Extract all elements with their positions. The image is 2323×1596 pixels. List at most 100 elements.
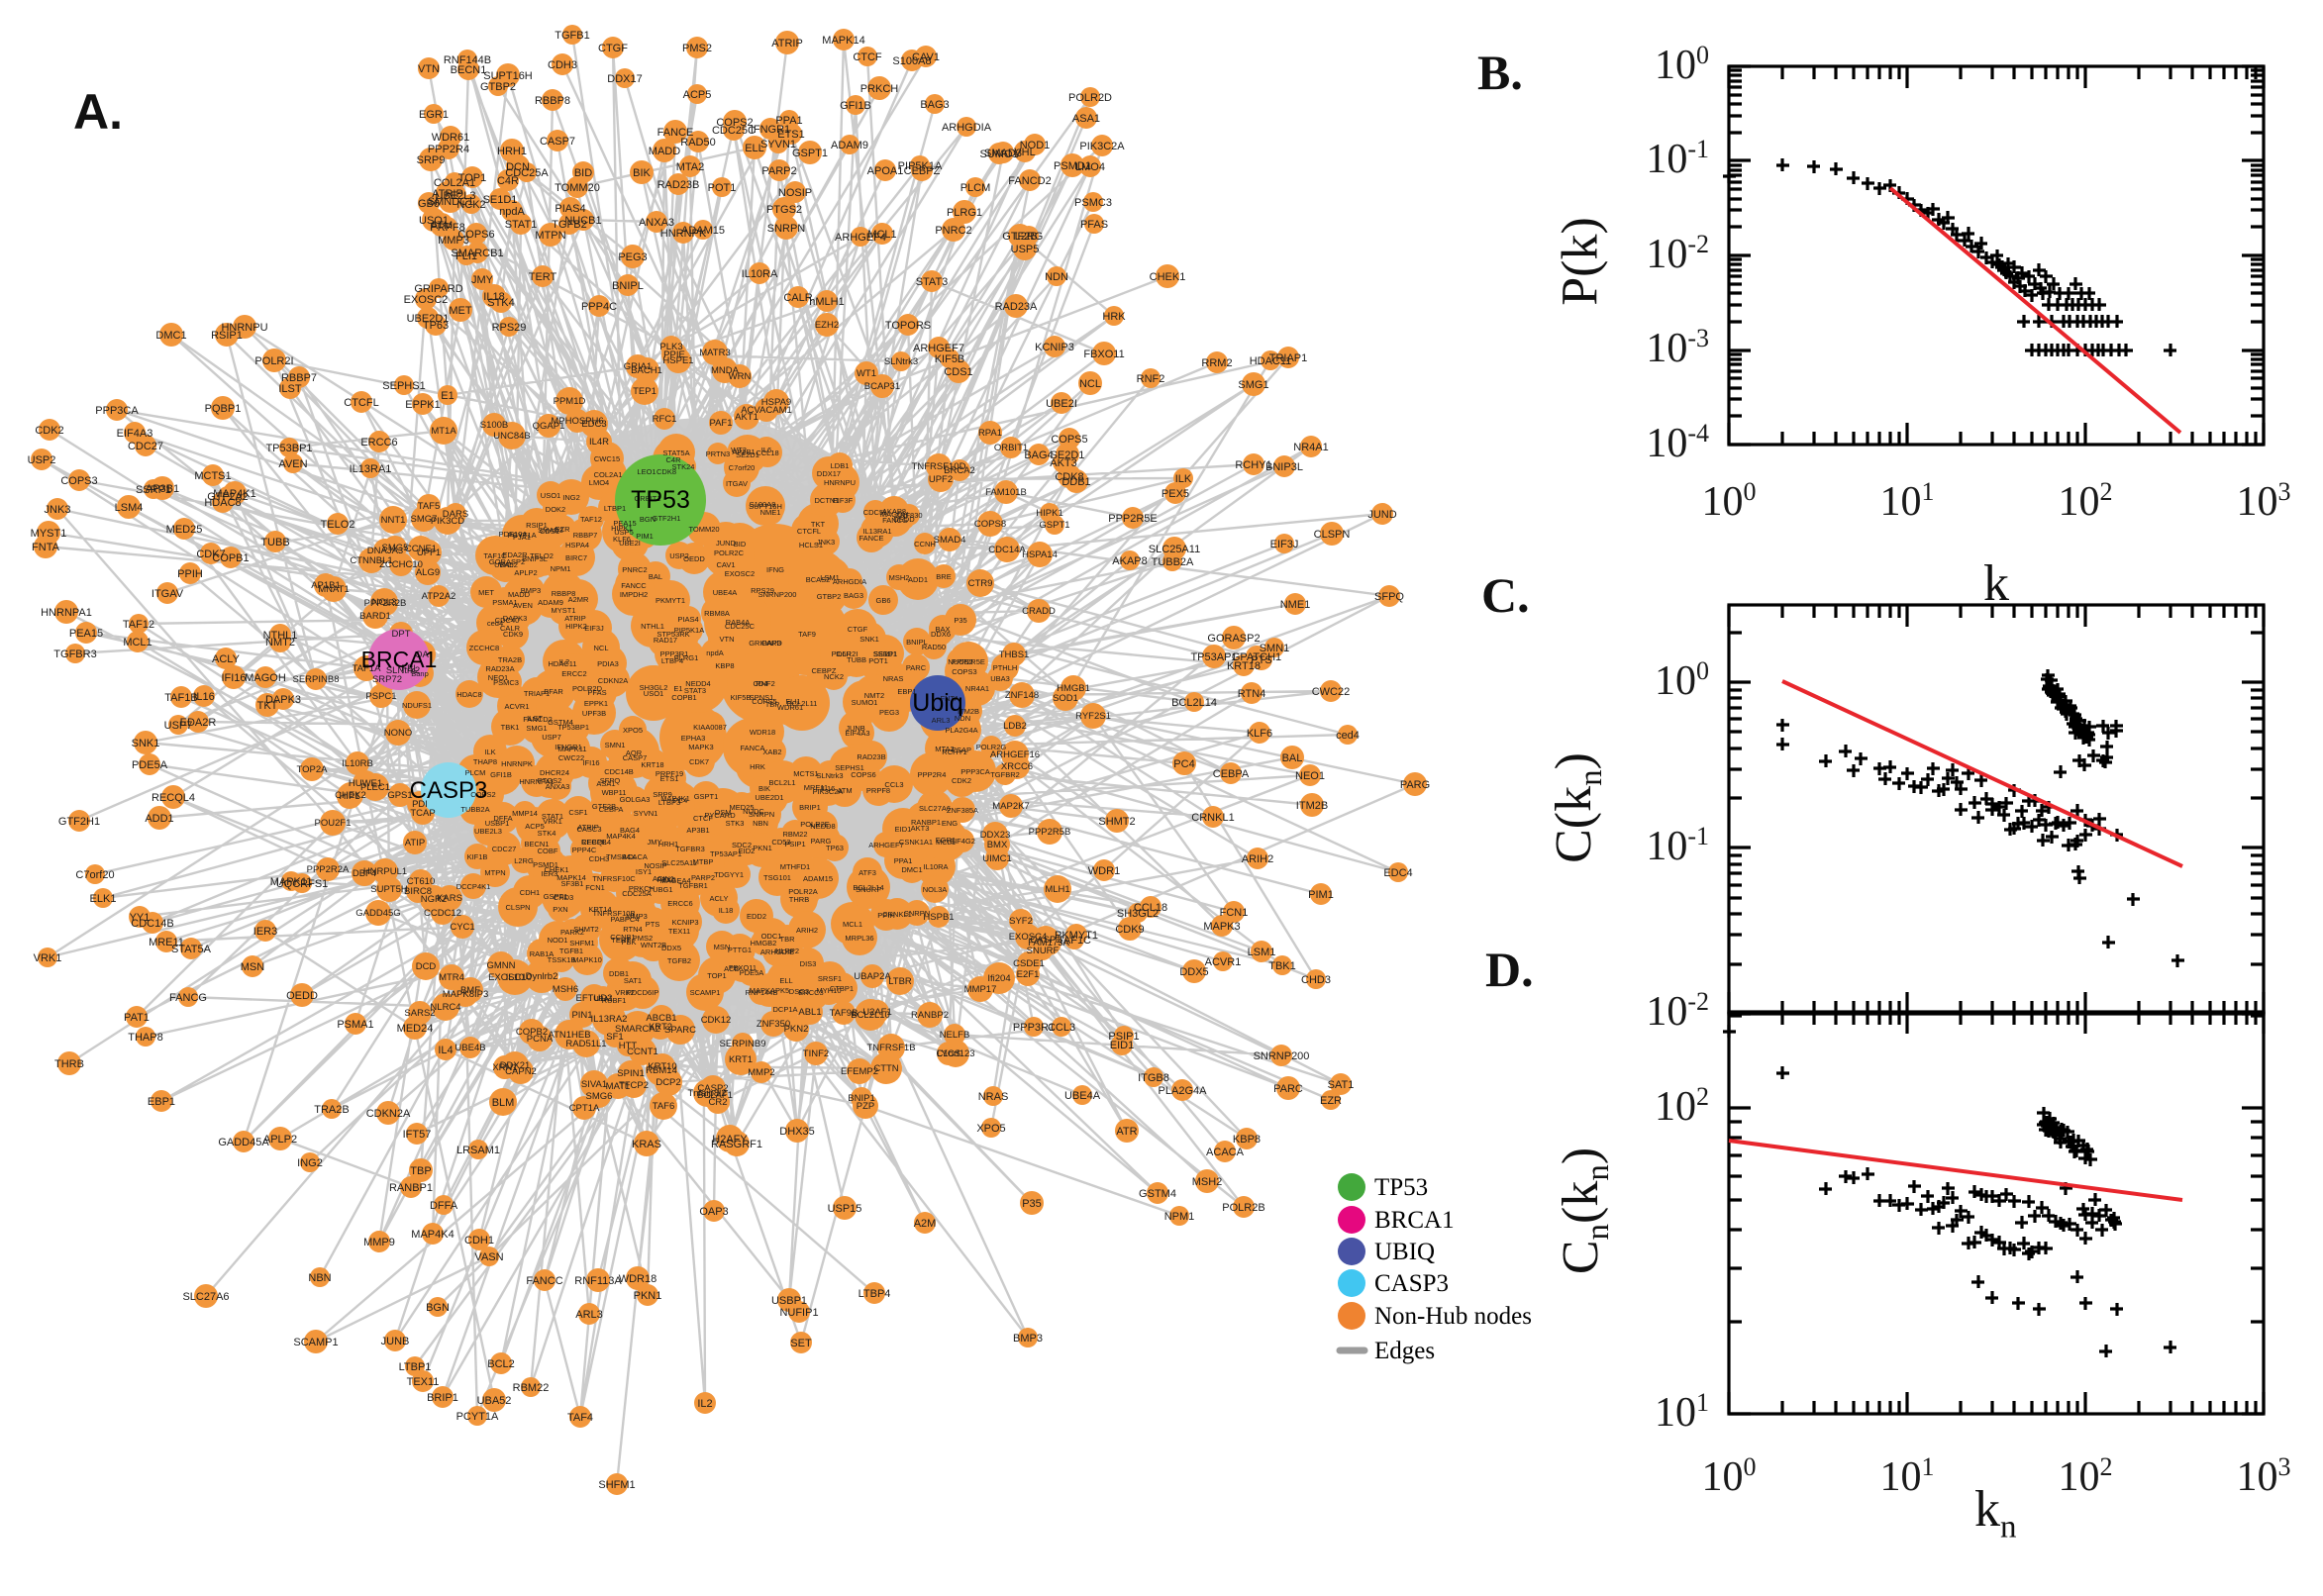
svg-text:DCCP4K1: DCCP4K1 [456,882,491,891]
svg-text:S100A8: S100A8 [892,55,931,67]
svg-text:U2AF1: U2AF1 [862,1007,892,1018]
svg-text:TAF12: TAF12 [123,619,154,631]
svg-text:PIAS4: PIAS4 [555,203,585,215]
svg-text:MAPK10: MAPK10 [572,955,602,964]
svg-text:ATRIP: ATRIP [564,614,586,623]
svg-text:DAPK3: DAPK3 [265,694,301,706]
svg-text:POT1: POT1 [708,182,737,194]
svg-text:UBE2D1: UBE2D1 [755,793,783,802]
svg-text:MAGOH: MAGOH [245,672,286,684]
svg-text:ELK1: ELK1 [90,893,117,905]
svg-text:MTPN: MTPN [484,868,505,877]
svg-text:POLR2G: POLR2G [976,743,1007,751]
svg-text:HSPE1: HSPE1 [662,355,693,366]
svg-text:ITM2B: ITM2B [1296,800,1328,812]
svg-text:COPS5: COPS5 [752,697,776,706]
svg-text:YY1: YY1 [130,912,151,924]
svg-text:RAD23B: RAD23B [857,752,885,761]
svg-text:HCLS1: HCLS1 [799,541,823,549]
svg-text:E1: E1 [441,390,454,402]
svg-text:TOPORS: TOPORS [885,320,931,332]
svg-text:CALR: CALR [783,292,812,304]
svg-text:LDB2: LDB2 [1003,721,1027,732]
svg-text:PKMYT1: PKMYT1 [656,596,685,605]
svg-text:SAT1: SAT1 [624,976,642,985]
svg-text:ZNF830: ZNF830 [895,511,922,520]
svg-text:KRT10: KRT10 [648,1061,676,1072]
svg-text:CTCFL: CTCFL [344,397,378,409]
svg-text:PPP4C: PPP4C [572,846,597,854]
svg-text:EZR: EZR [556,525,571,534]
svg-text:RBM14: RBM14 [646,1065,677,1076]
svg-text:S100B: S100B [480,420,509,431]
svg-text:DCTN1: DCTN1 [814,496,839,505]
svg-text:WDR18: WDR18 [619,1273,657,1285]
svg-text:BCL2L14: BCL2L14 [853,883,883,892]
svg-text:PFAS: PFAS [587,688,606,697]
svg-text:BNIP3L: BNIP3L [522,554,548,563]
svg-text:PEG3: PEG3 [879,708,899,717]
svg-text:MATR3: MATR3 [699,348,731,358]
svg-text:BCL2L14: BCL2L14 [1171,697,1217,709]
svg-text:VTN: VTN [418,63,440,75]
svg-text:SMARCA2: SMARCA2 [615,1024,660,1035]
svg-text:EFTUD2: EFTUD2 [576,993,613,1004]
svg-text:NEDD8: NEDD8 [810,822,835,831]
svg-text:PTS: PTS [646,920,660,929]
svg-text:PSMC3: PSMC3 [493,678,519,687]
svg-text:MSH2: MSH2 [1192,1176,1223,1188]
svg-text:FANCG: FANCG [169,992,207,1004]
svg-text:TAF6: TAF6 [653,1101,675,1112]
svg-text:IFI16: IFI16 [221,672,246,684]
svg-text:GTF2H1: GTF2H1 [58,816,100,828]
svg-text:PPP2R5E: PPP2R5E [1108,513,1158,525]
svg-text:COPS3: COPS3 [60,475,97,487]
svg-text:A2MR: A2MR [568,595,589,604]
svg-text:DSG3: DSG3 [789,987,809,996]
svg-text:SMN1: SMN1 [1260,643,1290,654]
svg-text:BCL2L1: BCL2L1 [768,778,795,787]
svg-text:RTN4: RTN4 [1238,688,1266,700]
svg-text:APLP2: APLP2 [263,1134,297,1146]
svg-text:TUBB2A: TUBB2A [1152,556,1194,568]
svg-text:USBP1: USBP1 [771,1295,807,1307]
svg-text:FBXO11: FBXO11 [1083,349,1124,360]
svg-text:PLCM: PLCM [465,768,486,777]
svg-text:PSIP1: PSIP1 [784,840,805,848]
svg-text:POLR2D: POLR2D [572,684,603,693]
svg-text:PARC: PARC [906,663,927,672]
svg-text:RNF144B: RNF144B [444,54,491,66]
svg-text:DCP1A: DCP1A [772,1005,797,1014]
svg-text:DCP2: DCP2 [656,1077,680,1088]
svg-text:APLP2: APLP2 [514,568,537,577]
svg-text:SLC25A11: SLC25A11 [661,858,697,867]
svg-text:HDAC8: HDAC8 [204,497,241,509]
svg-text:EGR1: EGR1 [936,836,956,845]
svg-text:KRT14: KRT14 [588,905,611,914]
svg-text:WT2: WT2 [731,446,747,454]
svg-text:SE2D1: SE2D1 [1051,449,1085,461]
svg-text:DMC1: DMC1 [155,330,186,342]
svg-text:GRIPARD: GRIPARD [749,639,782,648]
svg-text:EIF4A3: EIF4A3 [845,729,869,738]
svg-text:RANBP2: RANBP2 [911,1010,949,1021]
svg-text:LRSAM1: LRSAM1 [456,1145,500,1156]
svg-text:VHL: VHL [499,560,514,569]
svg-text:CHD3: CHD3 [554,893,573,902]
svg-text:STK4: STK4 [538,829,556,838]
svg-text:HNRNPK: HNRNPK [660,228,707,240]
svg-text:BMP3: BMP3 [1013,1333,1043,1345]
svg-text:WNT2B: WNT2B [641,941,666,949]
svg-text:C1orf123: C1orf123 [936,1048,974,1059]
svg-text:RRM2: RRM2 [1201,357,1232,369]
svg-text:LTBP3: LTBP3 [658,798,680,807]
svg-text:npdA: npdA [499,206,525,218]
svg-text:PIK3C2A: PIK3C2A [813,787,844,796]
svg-text:PDIA3: PDIA3 [597,659,619,668]
svg-text:PPP2R5E: PPP2R5E [952,657,985,666]
svg-text:ILK: ILK [484,748,495,756]
svg-text:SMG6: SMG6 [586,1091,613,1102]
svg-text:THRB: THRB [789,895,809,904]
svg-text:EDD2: EDD2 [747,912,766,921]
svg-text:TNFRSF10D: TNFRSF10D [912,461,966,472]
